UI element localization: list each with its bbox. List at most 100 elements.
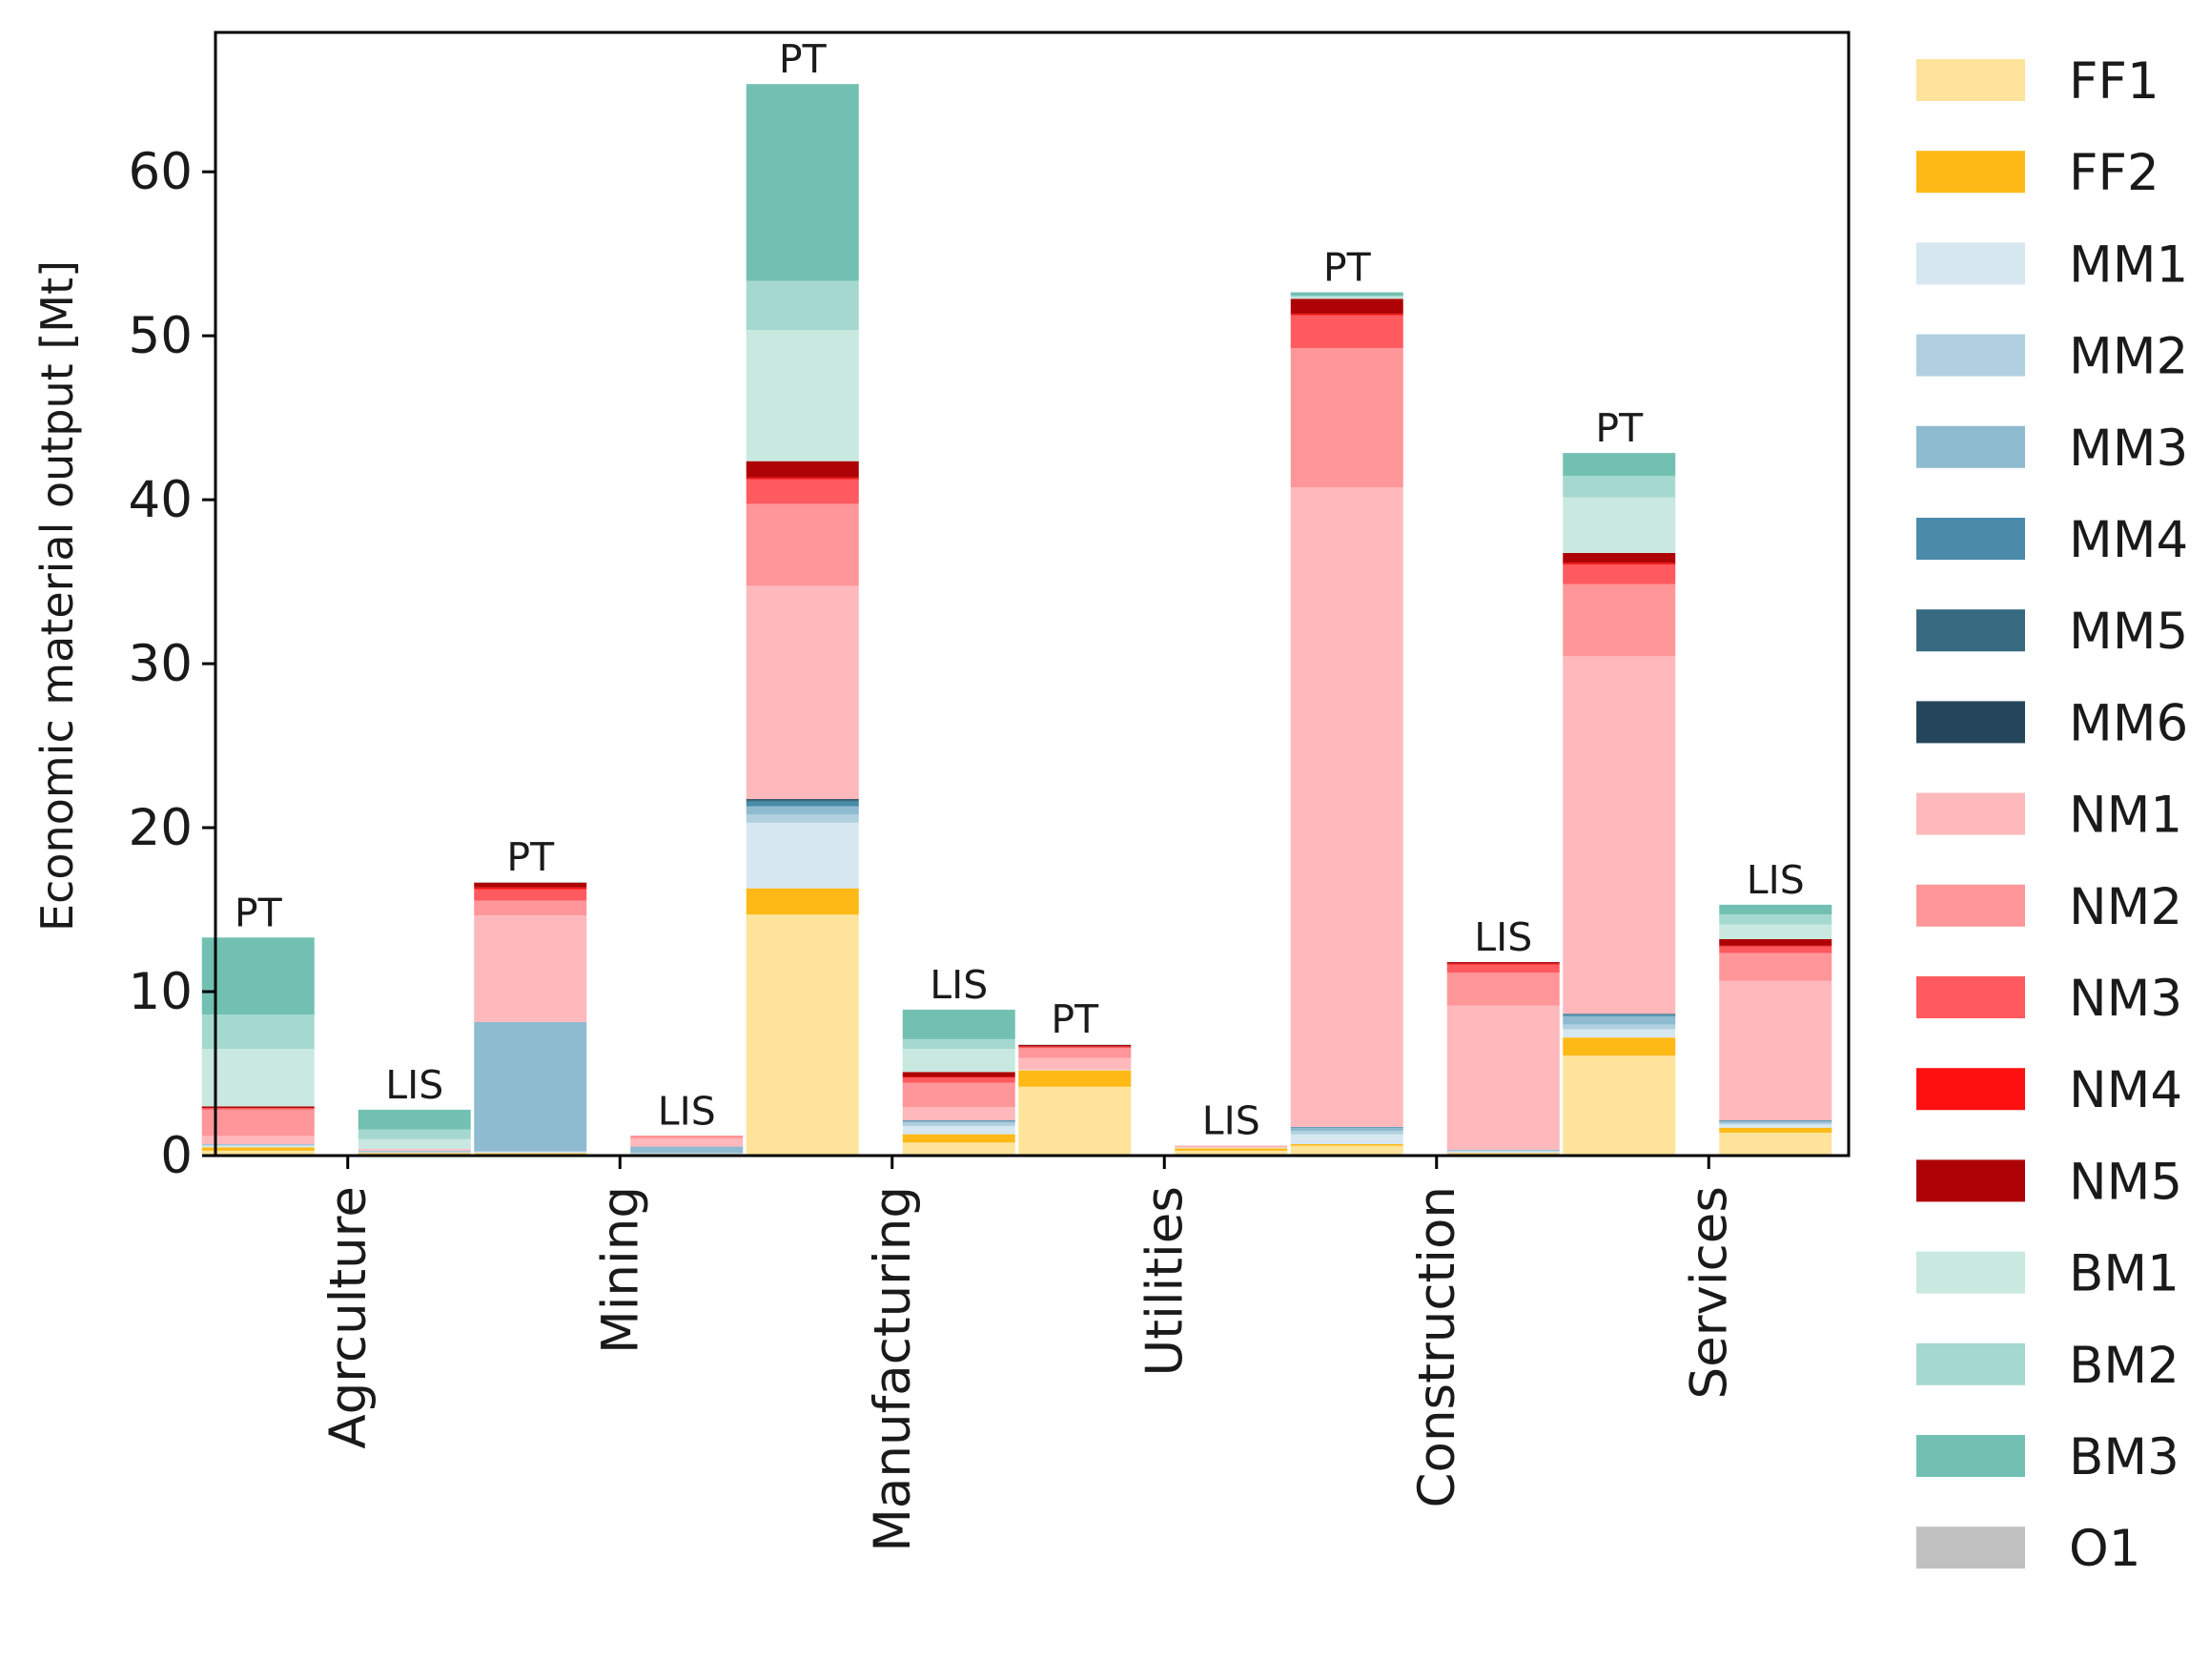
bar-segment-services-lis-nm3 (1719, 946, 1832, 953)
legend-swatch-mm2 (1916, 334, 2025, 377)
bar-label-services-pt: PT (1595, 405, 1644, 451)
legend-swatch-o1 (1916, 1526, 2025, 1569)
bar-segment-agrculture-lis-mm3 (358, 1150, 471, 1152)
legend-label-mm5: MM5 (2069, 603, 2188, 661)
bar-segment-agrculture-lis-bm3 (358, 1109, 471, 1130)
bar-segment-mining-pt-nm4 (474, 887, 587, 890)
bar-segment-manufacturing-pt-ff1 (746, 914, 859, 1156)
legend-label-ff2: FF2 (2069, 144, 2159, 202)
y-axis: 0 10 20 30 40 50 60 (129, 143, 215, 1185)
bar-segment-services-lis-nm5 (1719, 938, 1832, 946)
bar-segment-construction-pt-mm4 (1290, 1126, 1403, 1128)
bar-segment-services-pt-nm3 (1563, 564, 1676, 584)
bar-segment-construction-pt-ff1 (1290, 1145, 1403, 1156)
legend-swatch-nm5 (1916, 1159, 2025, 1202)
bar-segment-services-pt-mm3 (1563, 1015, 1676, 1025)
bar-segment-services-lis-bm3 (1719, 904, 1832, 915)
bar-segment-services-lis-ff2 (1719, 1127, 1832, 1133)
bar-segment-construction-lis-nm4 (1446, 963, 1560, 965)
bar-label-manufacturing-pt: PT (779, 36, 828, 82)
y-tick-label-50: 50 (129, 307, 193, 365)
bar-segment-services-lis-mm4 (1719, 1120, 1832, 1121)
bar-segment-manufacturing-lis-bm3 (902, 1009, 1015, 1039)
bar-segment-construction-pt-nm5 (1290, 298, 1403, 314)
bar-segment-services-pt-ff1 (1563, 1055, 1676, 1156)
bar-segment-construction-lis-mm3 (1446, 1149, 1560, 1151)
bar-segment-manufacturing-pt-bm3 (746, 84, 859, 281)
legend-swatch-mm1 (1916, 242, 2025, 285)
bar-segment-manufacturing-pt-bm1 (746, 330, 859, 461)
bar-segment-utilities-pt-nm2 (1018, 1048, 1132, 1058)
legend-swatch-nm1 (1916, 792, 2025, 835)
bar-label-construction-pt: PT (1323, 245, 1372, 291)
bar-segment-manufacturing-pt-mm5 (746, 799, 859, 802)
legend-label-ff1: FF1 (2069, 52, 2159, 111)
bar-segment-utilities-pt-ff1 (1018, 1086, 1132, 1156)
legend-label-mm4: MM4 (2069, 511, 2188, 569)
legend-label-o1: O1 (2069, 1520, 2140, 1578)
bar-segment-manufacturing-pt-mm3 (746, 806, 859, 815)
legend-label-mm3: MM3 (2069, 420, 2188, 478)
bar-segment-agrculture-pt-bm1 (201, 1049, 315, 1107)
bar-segment-services-lis-mm2 (1719, 1122, 1832, 1125)
legend-label-nm2: NM2 (2069, 878, 2182, 936)
bar-segment-mining-pt-nm3 (474, 889, 587, 901)
plot-frame (214, 31, 1851, 1158)
bar-segment-manufacturing-lis-nm3 (902, 1077, 1015, 1083)
legend: FF1 FF2 MM1 MM2 MM3 MM4 MM5 MM6 NM1 NM2 NM3 NM4 NM5 B… (1916, 52, 2188, 1578)
bar-segment-services-pt-mm4 (1563, 1014, 1676, 1016)
bar-segment-agrculture-pt-nm1 (201, 1136, 315, 1144)
bar-label-mining-pt: PT (506, 834, 555, 880)
bar-label-agrculture-pt: PT (235, 890, 283, 935)
bar-segment-agrculture-pt-ff2 (201, 1147, 315, 1151)
bar-segment-manufacturing-lis-mm1 (902, 1126, 1015, 1135)
y-axis-title: Economic material output [Mt] (31, 260, 83, 932)
x-tick-label-construction: Construction (1408, 1186, 1466, 1507)
bar-segment-agrculture-lis-ff2 (358, 1153, 471, 1155)
bar-segment-services-pt-bm3 (1563, 453, 1676, 477)
legend-swatch-bm3 (1916, 1435, 2025, 1477)
x-tick-label-manufacturing: Manufacturing (864, 1186, 922, 1552)
bar-segment-utilities-lis-ff2 (1175, 1148, 1288, 1151)
bar-segment-construction-pt-bm3 (1290, 292, 1403, 297)
bar-segment-manufacturing-pt-mm4 (746, 801, 859, 807)
bar-segment-mining-pt-mm1 (474, 1151, 587, 1154)
bar-segment-utilities-lis-nm1 (1175, 1146, 1288, 1148)
bar-segment-manufacturing-lis-nm5 (902, 1072, 1015, 1077)
bar-segment-agrculture-pt-nm5 (201, 1106, 315, 1109)
bar-segment-services-pt-nm1 (1563, 656, 1676, 1014)
bar-label-utilities-lis: LIS (1202, 1098, 1260, 1144)
legend-label-bm3: BM3 (2069, 1428, 2179, 1486)
bar-segment-manufacturing-pt-nm5 (746, 461, 859, 478)
legend-label-mm6: MM6 (2069, 694, 2188, 752)
bar-segment-construction-pt-mm3 (1290, 1127, 1403, 1132)
bar-segment-mining-lis-nm3 (630, 1136, 744, 1137)
bar-segment-manufacturing-pt-mm6 (746, 798, 859, 800)
bar-segment-construction-lis-ff2 (1446, 1153, 1560, 1155)
bar-segment-construction-pt-mm2 (1290, 1131, 1403, 1135)
bar-segment-agrculture-pt-ff1 (201, 1150, 315, 1156)
legend-swatch-ff2 (1916, 151, 2025, 194)
bar-segment-agrculture-pt-mm3 (201, 1143, 315, 1145)
bar-segment-services-pt-bm2 (1563, 476, 1676, 498)
bar-segment-construction-pt-bm1 (1290, 297, 1403, 299)
y-tick-label-0: 0 (160, 1127, 193, 1185)
bar-label-services-lis: LIS (1747, 857, 1805, 903)
bar-segment-manufacturing-lis-mm3 (902, 1120, 1015, 1123)
y-tick-label-20: 20 (129, 799, 193, 857)
bar-segment-manufacturing-pt-nm1 (746, 585, 859, 799)
bar-segment-manufacturing-lis-bm2 (902, 1038, 1015, 1050)
bar-segment-construction-pt-ff2 (1290, 1143, 1403, 1146)
bar-segment-manufacturing-lis-mm2 (902, 1122, 1015, 1127)
bar-segment-manufacturing-lis-nm1 (902, 1107, 1015, 1121)
bar-label-mining-lis: LIS (658, 1088, 716, 1134)
bar-segment-construction-pt-bm2 (1290, 296, 1403, 297)
bar-segment-agrculture-lis-mm2 (358, 1151, 471, 1153)
bar-segment-mining-lis-nm1 (630, 1137, 744, 1147)
legend-label-nm1: NM1 (2069, 787, 2182, 845)
y-tick-label-40: 40 (129, 471, 193, 529)
bar-segment-manufacturing-lis-ff2 (902, 1134, 1015, 1143)
bar-segment-mining-pt-ff2 (474, 1153, 587, 1155)
bar-segment-agrculture-pt-mm2 (201, 1144, 315, 1146)
legend-label-bm2: BM2 (2069, 1337, 2179, 1395)
